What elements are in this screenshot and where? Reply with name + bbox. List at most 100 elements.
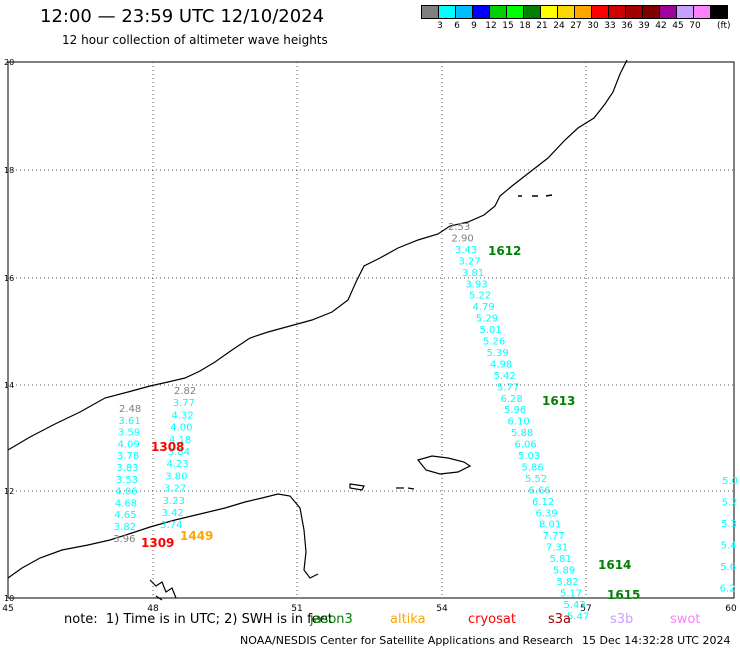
longitude-label: 45 [2, 604, 13, 614]
wave-height-value: 6.06 [515, 440, 537, 451]
scale-label: 45 [672, 21, 684, 31]
wave-height-value: 4.32 [172, 410, 194, 421]
island-abd-al-kuri [349, 483, 365, 491]
latitude-label: 20 [4, 58, 14, 67]
wave-height-value: 5.26 [483, 337, 505, 348]
wave-height-value: 6.28 [501, 394, 523, 405]
coastline-somalia-tip [149, 579, 177, 601]
wave-height-value: 4.23 [167, 459, 189, 470]
wave-height-value: 5.0 [722, 476, 738, 487]
wave-height-value: 5.22 [469, 291, 491, 302]
scale-label: 30 [587, 21, 599, 31]
wave-height-value: 4.79 [473, 302, 495, 313]
wave-height-value: 2.53 [448, 222, 470, 233]
scale-label: 21 [536, 21, 548, 31]
longitude-label: 57 [580, 604, 591, 614]
color-scale [421, 5, 728, 19]
islands-kuria-muria [518, 194, 553, 197]
wave-height-value: 3.42 [162, 508, 184, 519]
wave-height-value: 5.4 [721, 541, 737, 552]
wave-height-value: 3.43 [455, 245, 477, 256]
wave-height-value: 5.96 [504, 405, 526, 416]
wave-height-value: 5.39 [487, 348, 509, 359]
scale-label: 24 [553, 21, 565, 31]
wave-height-value: 5.77 [497, 382, 519, 393]
wave-height-value: 3.59 [118, 428, 140, 439]
wave-height-value: 5.3 [721, 519, 737, 530]
wave-height-value: 6.10 [508, 417, 530, 428]
latitude-label: 14 [4, 381, 14, 390]
scale-label: 33 [604, 21, 616, 31]
wave-height-value: 3.61 [118, 416, 140, 427]
wave-height-value: 5.17 [560, 588, 582, 599]
wave-height-value: 3.82 [114, 522, 136, 533]
satellite-legend-item: swot [670, 612, 701, 627]
wave-height-value: 3.27 [459, 256, 481, 267]
wave-height-value: 3.74 [160, 520, 182, 531]
wave-height-value: 4.06 [115, 487, 137, 498]
wave-height-value: 5.01 [480, 325, 502, 336]
wave-height-value: 4.68 [115, 498, 137, 509]
scale-label: 27 [570, 21, 582, 31]
pass-time-label: 1449 [180, 529, 213, 543]
wave-height-tracks: 2.532.903.433.273.813.935.224.795.295.01… [113, 222, 738, 622]
longitude-label: 51 [291, 604, 302, 614]
wave-height-value: 5.43 [564, 600, 586, 611]
wave-height-value: 2.48 [119, 404, 141, 415]
island-samhah [396, 487, 415, 490]
wave-height-value: 6.2 [720, 584, 736, 595]
pass-time-label: 1613 [542, 394, 575, 408]
wave-height-value: 2.90 [452, 233, 474, 244]
latitude-labels: 10 12 14 16 18 20 [4, 58, 14, 603]
note-text: note: 1) Time is in UTC; 2) SWH is in fe… [64, 612, 333, 627]
wave-height-value: 2.82 [174, 386, 196, 397]
wave-height-value: 3.93 [466, 279, 488, 290]
longitude-label: 48 [147, 604, 159, 614]
wave-height-value: 3.96 [113, 534, 135, 545]
timestamp-text: 15 Dec 14:32:28 UTC 2024 [582, 634, 731, 647]
longitude-labels: 45 48 51 54 57 60 [2, 604, 737, 614]
scale-label: 18 [519, 21, 531, 31]
wave-height-value: 3.23 [163, 496, 185, 507]
scale-label: 39 [638, 21, 650, 31]
satellite-legend-item: cryosat [468, 612, 516, 627]
wave-height-value: 5.03 [518, 451, 540, 462]
pass-time-label: 1615 [607, 588, 640, 602]
coastline [7, 59, 628, 601]
pass-time-label: 1308 [151, 440, 184, 454]
latitude-label: 18 [4, 166, 14, 175]
wave-height-value: 8.01 [539, 520, 561, 531]
wave-height-value: 4.65 [114, 510, 136, 521]
wave-height-value: 3.84 [168, 447, 190, 458]
wave-height-value: 5.88 [511, 428, 533, 439]
wave-height-value: 5.42 [494, 371, 516, 382]
latitude-label: 16 [4, 274, 14, 283]
wave-height-value: 4.09 [117, 439, 139, 450]
wave-height-value: 3.77 [173, 398, 195, 409]
wave-height-value: 6.39 [536, 508, 558, 519]
scale-label: 36 [621, 21, 633, 31]
pass-time-label: 1614 [598, 558, 631, 572]
wave-height-value: 4.98 [490, 359, 512, 370]
satellite-legend-item: s3b [610, 612, 634, 627]
wave-height-value: 5.6 [720, 562, 736, 573]
wave-height-value: 3.83 [116, 463, 138, 474]
color-scale-labels: 3 6 9 12 15 18 21 24 27 30 33 36 39 42 45 70 [422, 21, 740, 33]
wave-height-value: 4.00 [170, 423, 192, 434]
wave-height-value: 5.82 [557, 577, 579, 588]
satellite-legend-item: s3a [548, 612, 572, 627]
wave-height-value: 5.47 [567, 611, 589, 622]
wave-height-value: 3.80 [165, 471, 187, 482]
wave-height-value: 7.31 [546, 543, 568, 554]
wave-height-value: 5.86 [522, 462, 544, 473]
scale-label: 9 [471, 21, 477, 31]
wave-height-value: 5.29 [476, 314, 498, 325]
scale-label: 12 [485, 21, 497, 31]
latitude-label: 10 [4, 594, 14, 603]
color-scale-unit: (ft) [717, 21, 731, 31]
pass-time-label: 1309 [141, 536, 174, 550]
wave-height-value: 3.78 [117, 451, 139, 462]
graticule [8, 62, 734, 598]
longitude-label: 60 [725, 604, 737, 614]
